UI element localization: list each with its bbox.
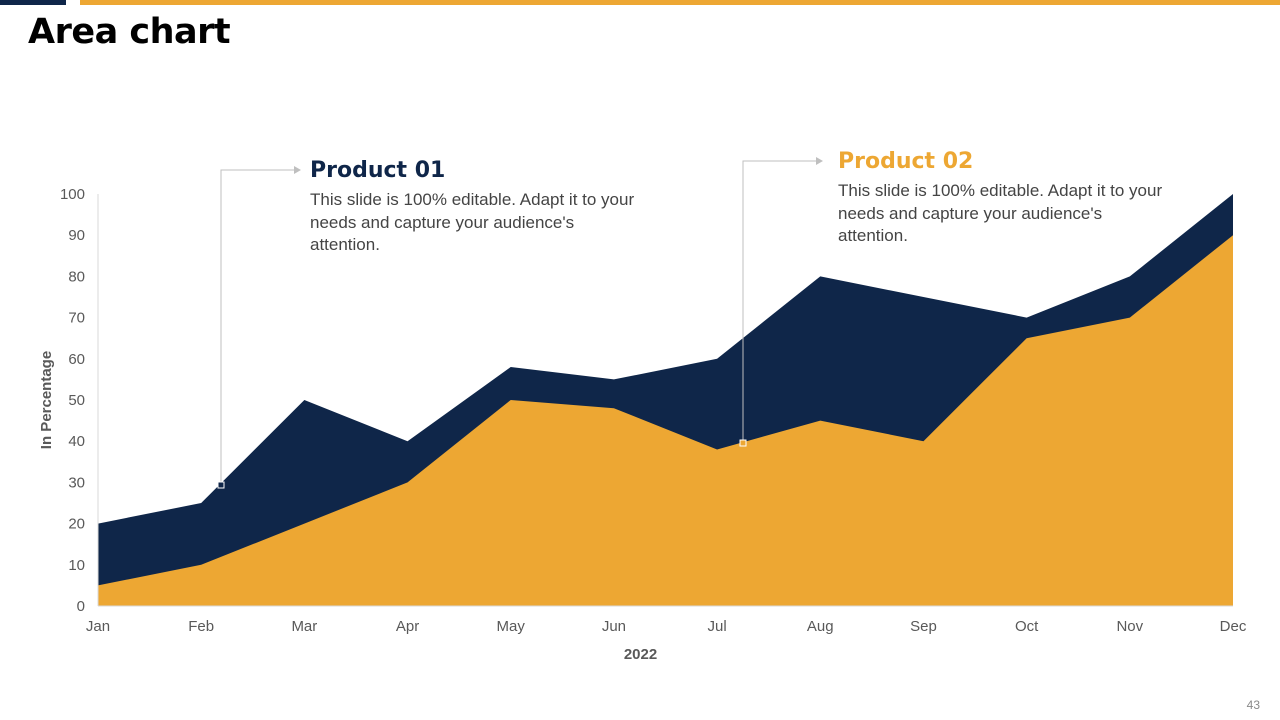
- x-tick-label: May: [497, 618, 526, 635]
- callout-02-connector-line: [742, 160, 822, 443]
- x-tick-label: Sep: [910, 618, 937, 635]
- x-tick-label: Aug: [807, 618, 834, 635]
- y-tick-label: 10: [68, 557, 85, 574]
- area-series-2: [98, 235, 1233, 606]
- y-tick-label: 40: [68, 433, 85, 450]
- callout-02-connector-arrow: [816, 157, 823, 165]
- y-tick-label: 90: [68, 227, 85, 244]
- y-axis-title: In Percentage: [38, 351, 55, 449]
- x-axis-title: 2022: [624, 646, 657, 663]
- callout-product-02-body: This slide is 100% editable. Adapt it to…: [838, 181, 1163, 245]
- y-tick-label: 80: [68, 268, 85, 285]
- x-tick-label: Mar: [291, 618, 317, 635]
- x-tick-label: Feb: [188, 618, 214, 635]
- x-tick-label: Jan: [86, 618, 110, 635]
- top-accent-bar-dark: [0, 0, 66, 5]
- callout-product-02-heading: Product 02: [838, 149, 974, 174]
- callout-product-01: Product 01 This slide is 100% editable. …: [310, 158, 640, 257]
- callout-product-01-heading: Product 01: [310, 158, 446, 183]
- callout-02-connector-anchor-marker: [739, 439, 747, 447]
- x-tick-label: Nov: [1116, 618, 1143, 635]
- y-tick-label: 50: [68, 392, 85, 409]
- top-accent-bar-gold: [80, 0, 1280, 5]
- y-tick-label: 60: [68, 351, 85, 368]
- y-tick-label: 100: [60, 186, 85, 203]
- y-tick-label: 20: [68, 516, 85, 533]
- x-tick-label: Jul: [707, 618, 726, 635]
- slide-title: Area chart: [28, 12, 231, 52]
- callout-01-connector-line: [220, 169, 300, 485]
- x-tick-label: Jun: [602, 618, 626, 635]
- y-tick-label: 70: [68, 310, 85, 327]
- y-tick-label: 30: [68, 474, 85, 491]
- x-tick-label: Apr: [396, 618, 419, 635]
- page-number: 43: [1246, 698, 1260, 712]
- x-tick-label: Dec: [1220, 618, 1247, 635]
- callout-product-02: Product 02 This slide is 100% editable. …: [838, 149, 1168, 248]
- x-tick-label: Oct: [1015, 618, 1039, 635]
- callout-product-01-body: This slide is 100% editable. Adapt it to…: [310, 190, 635, 254]
- y-tick-label: 0: [77, 598, 85, 615]
- callout-01-connector-arrow: [294, 166, 301, 174]
- callout-01-connector-anchor-marker: [217, 481, 225, 489]
